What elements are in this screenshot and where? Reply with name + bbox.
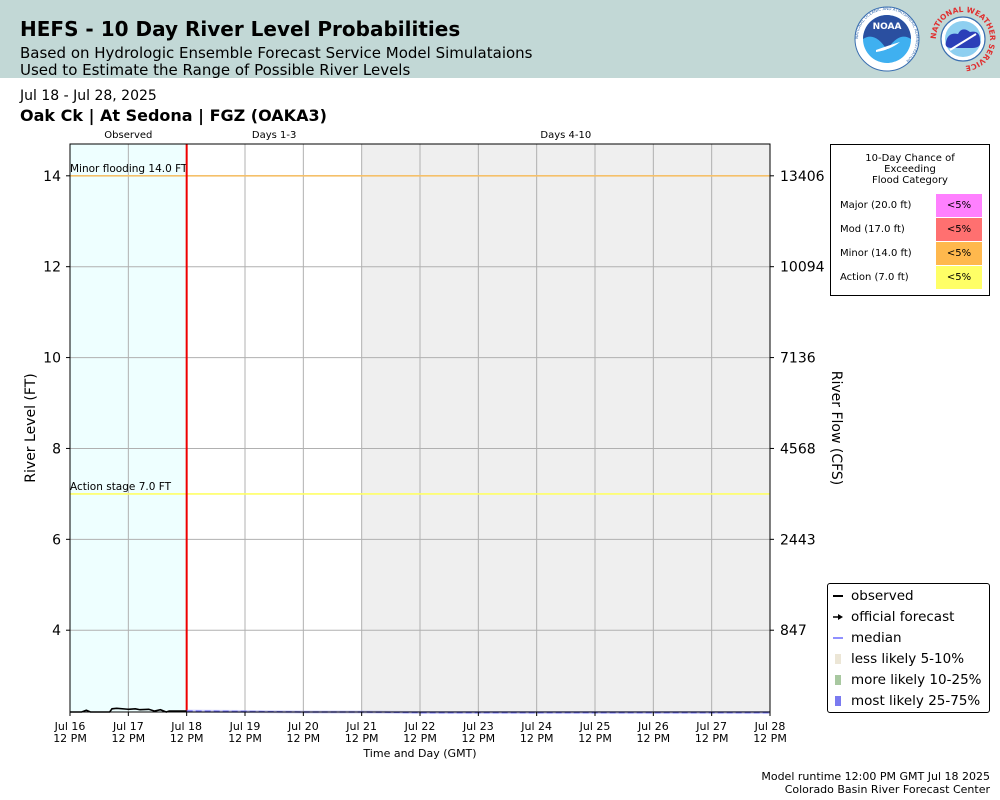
x-tick-day: Jul 23: [462, 720, 494, 733]
threshold-label: Minor flooding 14.0 FT: [70, 163, 188, 175]
x-tick-time: 12 PM: [403, 732, 437, 745]
legend-label: official forecast: [851, 609, 955, 625]
period-label: Observed: [104, 130, 152, 141]
x-tick-day: Jul 17: [112, 720, 144, 733]
y-tick-label: 8: [52, 441, 61, 457]
median-line-icon: [833, 637, 843, 639]
nws-logo: NATIONAL WEATHER SERVICE: [930, 6, 996, 72]
noaa-logo-text: NOAA: [873, 22, 902, 32]
page-title: HEFS - 10 Day River Level Probabilities: [20, 17, 461, 41]
x-axis-label: Time and Day (GMT): [362, 747, 476, 760]
y2-tick-label: 10094: [780, 260, 825, 276]
header-banner: HEFS - 10 Day River Level Probabilities …: [0, 0, 1000, 79]
legend-item-most-likely: most likely 25-75%: [828, 691, 989, 711]
noaa-logo: NATIONAL OCEANIC AND ATMOSPHERIC ADMINIS…: [854, 6, 920, 72]
x-tick-day: Jul 28: [754, 720, 786, 733]
most-likely-patch-icon: [835, 696, 841, 706]
flood-prob-label: Minor (14.0 ft): [840, 248, 912, 259]
x-tick-day: Jul 25: [579, 720, 611, 733]
flood-prob-value: <5%: [936, 242, 982, 265]
flood-probability-table: 10-Day Chance of Exceeding Flood Categor…: [830, 144, 990, 296]
x-tick-day: Jul 16: [54, 720, 86, 733]
flood-prob-row-major: Major (20.0 ft) <5%: [831, 194, 989, 218]
x-tick-day: Jul 19: [229, 720, 261, 733]
legend-label: observed: [851, 588, 914, 604]
x-tick-time: 12 PM: [520, 732, 554, 745]
x-tick-time: 12 PM: [578, 732, 612, 745]
y-tick-label: 4: [52, 623, 61, 639]
flood-probability-title-line: 10-Day Chance of: [865, 153, 955, 164]
y-tick-label: 12: [43, 260, 61, 276]
flood-prob-row-action: Action (7.0 ft) <5%: [831, 266, 989, 290]
y-tick-label: 14: [43, 169, 61, 185]
y2-tick-label: 2443: [780, 532, 816, 548]
legend-label: most likely 25-75%: [851, 693, 981, 709]
legend-label: less likely 5-10%: [851, 651, 965, 667]
period-label: Days 1-3: [252, 130, 296, 141]
x-tick-day: Jul 26: [637, 720, 669, 733]
x-tick-day: Jul 24: [520, 720, 552, 733]
flood-prob-value: <5%: [936, 194, 982, 217]
y2-tick-label: 7136: [780, 351, 816, 367]
chart-legend: observed official forecast median less l…: [827, 583, 990, 713]
x-tick-time: 12 PM: [753, 732, 787, 745]
flood-probability-title: 10-Day Chance of Exceeding Flood Categor…: [831, 153, 989, 186]
x-tick-time: 12 PM: [345, 732, 379, 745]
x-tick-day: Jul 18: [170, 720, 202, 733]
x-tick-day: Jul 27: [695, 720, 727, 733]
y-tick-label: 6: [52, 532, 61, 548]
y2-tick-label: 13406: [780, 169, 825, 185]
flood-prob-row-moderate: Mod (17.0 ft) <5%: [831, 218, 989, 242]
forecast-center: Colorado Basin River Forecast Center: [784, 783, 990, 796]
legend-item-median: median: [828, 628, 989, 648]
flood-prob-value: <5%: [936, 218, 982, 241]
period-band: [361, 144, 770, 712]
x-tick-day: Jul 21: [345, 720, 377, 733]
less-likely-patch-icon: [835, 654, 841, 664]
legend-item-observed: observed: [828, 586, 989, 606]
y2-axis-label: River Flow (CFS): [828, 371, 844, 486]
y-axis-label: River Level (FT): [23, 373, 39, 482]
legend-item-less-likely: less likely 5-10%: [828, 649, 989, 669]
flood-prob-label: Major (20.0 ft): [840, 200, 912, 211]
date-range: Jul 18 - Jul 28, 2025: [20, 88, 157, 104]
y2-tick-label: 4568: [780, 441, 816, 457]
flood-probability-title-line: Exceeding: [884, 164, 936, 175]
forecast-arrow-icon: [833, 614, 843, 620]
x-tick-time: 12 PM: [287, 732, 321, 745]
flood-prob-value: <5%: [936, 266, 982, 289]
legend-label: more likely 10-25%: [851, 672, 982, 688]
x-tick-day: Jul 20: [287, 720, 319, 733]
x-tick-time: 12 PM: [637, 732, 671, 745]
more-likely-patch-icon: [835, 675, 841, 685]
legend-item-official-forecast: official forecast: [828, 607, 989, 627]
page-subtitle-2: Used to Estimate the Range of Possible R…: [20, 61, 411, 79]
x-tick-time: 12 PM: [228, 732, 262, 745]
x-tick-time: 12 PM: [170, 732, 204, 745]
period-label: Days 4-10: [540, 130, 591, 141]
y2-tick-label: 847: [780, 623, 807, 639]
y-tick-label: 10: [43, 351, 61, 367]
observed-line-icon: [833, 595, 843, 597]
station-name: Oak Ck | At Sedona | FGZ (OAKA3): [20, 106, 327, 125]
x-tick-day: Jul 22: [404, 720, 436, 733]
footer: Model runtime 12:00 PM GMT Jul 18 2025 C…: [761, 770, 990, 796]
legend-item-more-likely: more likely 10-25%: [828, 670, 989, 690]
flood-probability-title-line: Flood Category: [872, 175, 948, 186]
period-bands: [70, 144, 770, 712]
period-band: [186, 144, 362, 712]
x-tick-time: 12 PM: [695, 732, 729, 745]
flood-prob-label: Mod (17.0 ft): [840, 224, 905, 235]
flood-prob-label: Action (7.0 ft): [840, 272, 909, 283]
x-tick-time: 12 PM: [112, 732, 146, 745]
x-tick-time: 12 PM: [53, 732, 87, 745]
threshold-label: Action stage 7.0 FT: [70, 481, 172, 493]
flood-prob-row-minor: Minor (14.0 ft) <5%: [831, 242, 989, 266]
legend-label: median: [851, 630, 902, 646]
page-subtitle-1: Based on Hydrologic Ensemble Forecast Se…: [20, 44, 533, 62]
x-tick-time: 12 PM: [462, 732, 496, 745]
model-runtime: Model runtime 12:00 PM GMT Jul 18 2025: [761, 770, 990, 783]
